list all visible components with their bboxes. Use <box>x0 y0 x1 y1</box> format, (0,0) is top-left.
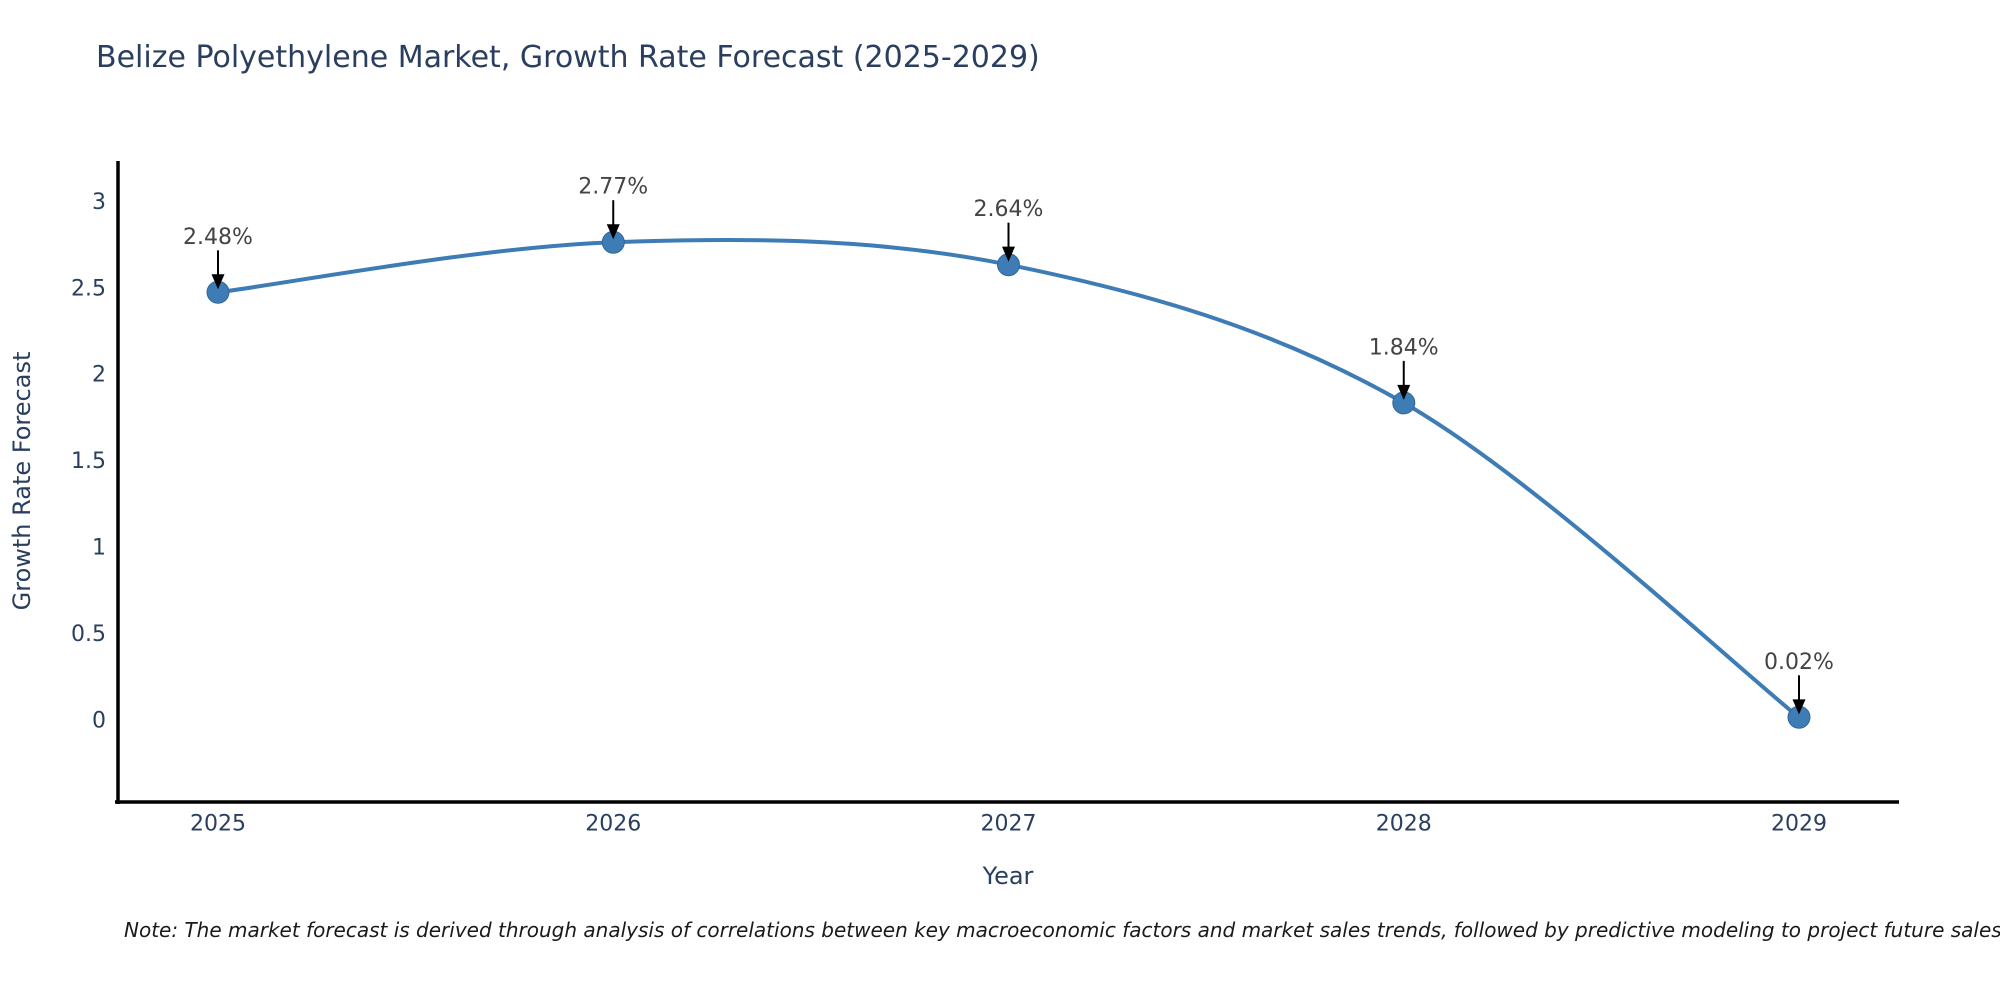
point-annotation: 1.84% <box>1369 335 1439 400</box>
annotation-arrowhead-icon <box>606 224 620 240</box>
chart-title: Belize Polyethylene Market, Growth Rate … <box>96 40 1040 75</box>
forecast-line <box>216 237 1801 720</box>
x-tick-label: 2027 <box>981 812 1037 837</box>
footnote: Note: The market forecast is derived thr… <box>124 918 2000 942</box>
series-group <box>206 230 1811 729</box>
y-tick-label: 1 <box>92 536 106 561</box>
axes-group <box>115 161 1899 804</box>
annotation-arrowhead-icon <box>1397 384 1411 400</box>
annotations-group: 2.48% 2.77% 2.64% 1.84% 0.02% <box>183 175 1834 715</box>
x-tick-label: 2028 <box>1376 812 1432 837</box>
x-axis-title: Year <box>982 862 1034 890</box>
x-tick-label: 2025 <box>190 812 246 837</box>
point-value-label: 2.48% <box>183 225 253 250</box>
tick-labels-group: 0 0.5 1 1.5 2 2.5 3 2025 2026 2027 2028 2029 <box>71 190 1827 837</box>
point-value-label: 2.77% <box>578 175 648 200</box>
y-tick-label: 3 <box>92 190 106 215</box>
y-tick-label: 0.5 <box>71 622 106 647</box>
point-annotation: 2.64% <box>974 197 1044 262</box>
annotation-arrowhead-icon <box>1002 246 1015 262</box>
point-value-label: 0.02% <box>1764 650 1834 675</box>
y-tick-label: 2.5 <box>71 276 106 301</box>
y-axis-title: Growth Rate Forecast <box>8 352 36 611</box>
y-tick-label: 0 <box>92 708 106 733</box>
point-annotation: 2.77% <box>578 175 648 240</box>
y-tick-label: 1.5 <box>71 449 106 474</box>
annotation-arrowhead-icon <box>211 274 225 290</box>
point-annotation: 0.02% <box>1764 650 1834 715</box>
x-tick-label: 2026 <box>585 812 641 837</box>
point-annotation: 2.48% <box>183 225 253 290</box>
point-value-label: 2.64% <box>974 197 1044 222</box>
point-value-label: 1.84% <box>1369 335 1439 360</box>
annotation-arrowhead-icon <box>1792 699 1806 715</box>
y-tick-label: 2 <box>92 363 106 388</box>
x-tick-label: 2029 <box>1771 812 1827 837</box>
